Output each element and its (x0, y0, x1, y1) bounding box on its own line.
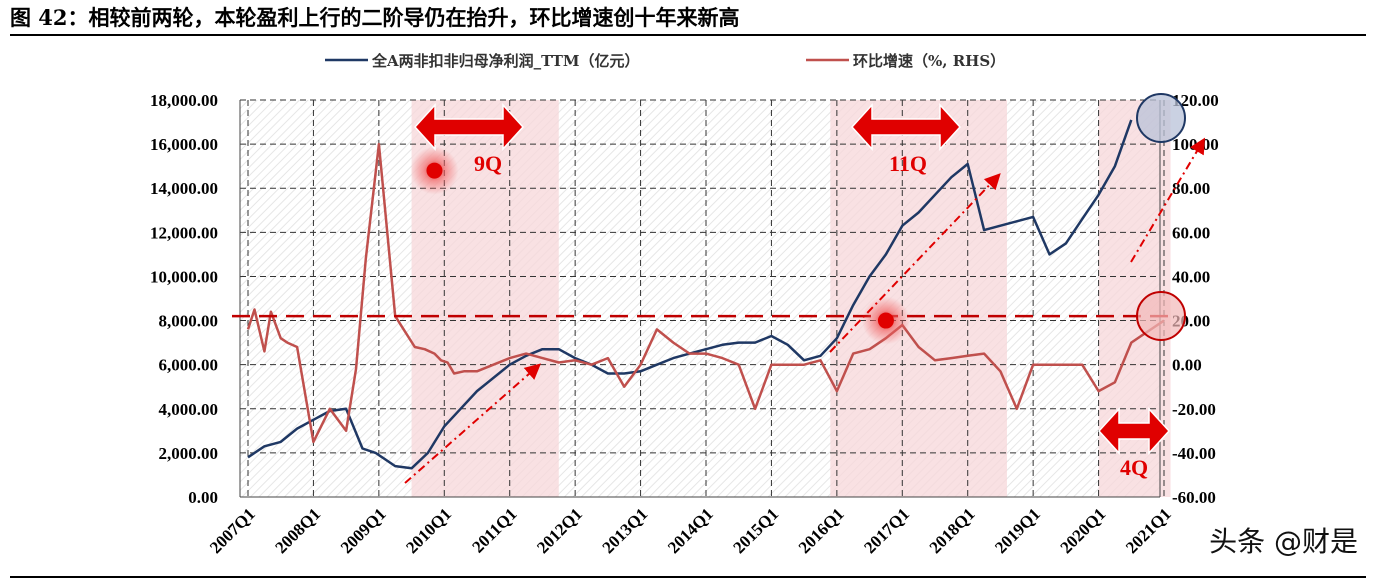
y-left-tick-label: 16,000.00 (150, 135, 218, 154)
bottom-rule (10, 576, 1366, 578)
annotation-label-2: 11Q (889, 151, 927, 176)
y-right-tick-label: 120.00 (1172, 91, 1219, 110)
x-tick-label: 2017Q1 (860, 504, 913, 557)
shaded-band-2 (830, 100, 1007, 497)
y-left-tick-label: 4,000.00 (159, 400, 219, 419)
legend-label-series2: 环比增速（%, RHS） (853, 52, 1005, 70)
y-right-tick-label: 0.00 (1172, 356, 1202, 375)
x-tick-label: 2012Q1 (533, 504, 586, 557)
x-tick-label: 2011Q1 (468, 504, 520, 556)
annotation-label-3: 4Q (1120, 455, 1148, 480)
x-tick-label: 2019Q1 (991, 504, 1044, 557)
y-right-tick-label: 60.00 (1172, 223, 1210, 242)
y-left-tick-label: 14,000.00 (150, 179, 218, 198)
x-tick-label: 2015Q1 (729, 504, 782, 557)
y-left-tick-label: 18,000.00 (150, 91, 218, 110)
annotation-label-1: 9Q (474, 151, 502, 176)
series-line-2 (246, 142, 1165, 444)
trend-arrow-1 (404, 363, 542, 484)
top-rule (10, 34, 1366, 36)
x-tick-label: 2008Q1 (271, 504, 324, 557)
x-tick-label: 2014Q1 (664, 504, 717, 557)
y-right-tick-label: 80.00 (1172, 179, 1210, 198)
x-tick-label: 2009Q1 (337, 504, 390, 557)
glow-core-1 (426, 162, 443, 179)
x-tick-label: 2010Q1 (402, 504, 455, 557)
y-right-tick-label: -60.00 (1172, 488, 1216, 507)
glow-core-2 (877, 312, 894, 329)
y-left-tick-label: 6,000.00 (159, 356, 219, 375)
y-left-tick-label: 0.00 (188, 488, 218, 507)
y-right-tick-label: 40.00 (1172, 267, 1210, 286)
trend-arrow-3 (1130, 137, 1206, 263)
figure-title: 图 42：相较前两轮，本轮盈利上行的二阶导仍在抬升，环比增速创十年来新高 (10, 5, 740, 30)
y-right-tick-label: 100.00 (1172, 135, 1219, 154)
y-right-tick-label: -20.00 (1172, 400, 1216, 419)
x-tick-label: 2020Q1 (1057, 504, 1110, 557)
x-tick-label: 2016Q1 (795, 504, 848, 557)
x-tick-label: 2007Q1 (206, 504, 259, 557)
trend-arrow-2 (829, 173, 1001, 353)
period-arrow-2 (850, 103, 962, 151)
watermark: 头条 @财是 (1209, 525, 1358, 558)
x-tick-label: 2018Q1 (926, 504, 979, 557)
x-tick-label: 2013Q1 (599, 504, 652, 557)
period-arrow-1 (413, 103, 525, 151)
period-arrow-3 (1097, 407, 1171, 455)
y-left-tick-label: 2,000.00 (159, 444, 219, 463)
y-left-tick-label: 10,000.00 (150, 267, 218, 286)
x-tick-label: 2021Q1 (1122, 504, 1175, 557)
y-left-tick-label: 8,000.00 (159, 312, 219, 331)
y-right-tick-label: -40.00 (1172, 444, 1216, 463)
legend: 全A两非扣非归母净利润_TTM（亿元） 环比增速（%, RHS） (325, 52, 1005, 70)
legend-label-series1: 全A两非扣非归母净利润_TTM（亿元） (371, 52, 640, 70)
y-left-tick-label: 12,000.00 (150, 223, 218, 242)
highlight-circle-mid (1136, 291, 1186, 341)
highlight-circle-top (1136, 93, 1186, 143)
